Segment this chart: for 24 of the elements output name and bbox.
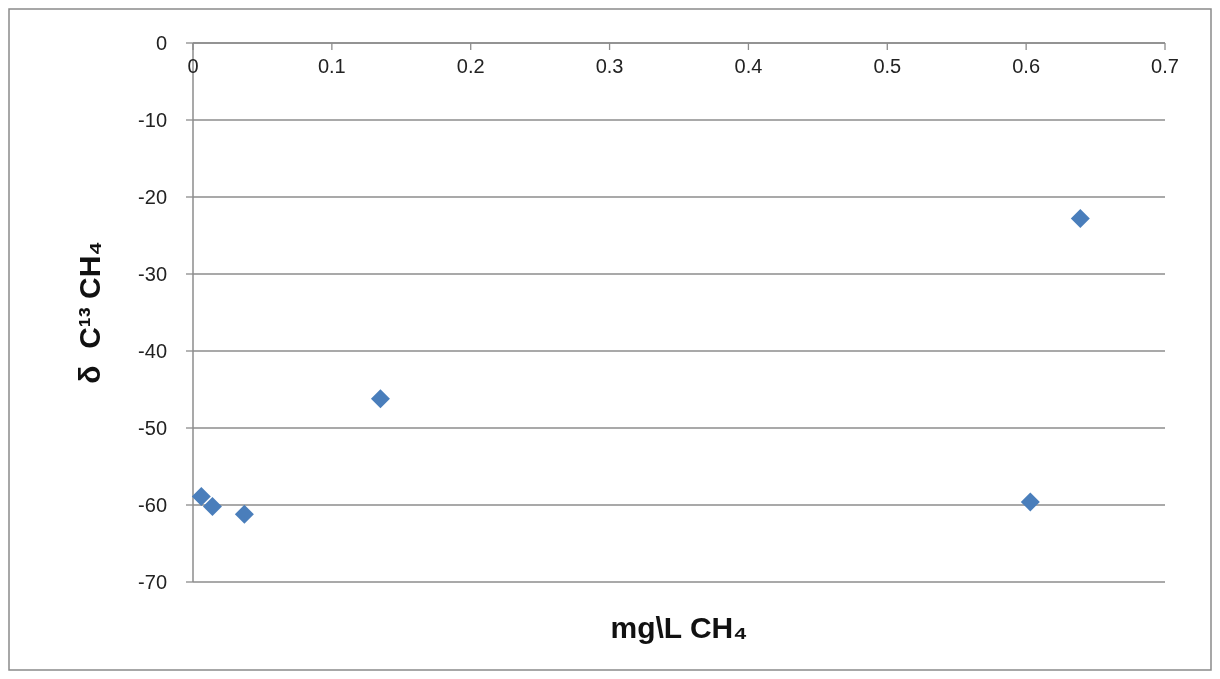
x-tick-label: 0.7 xyxy=(1151,55,1179,77)
x-tick-label: 0.4 xyxy=(734,55,763,77)
y-tick-label: -40 xyxy=(138,340,167,362)
y-tick-label: -20 xyxy=(138,186,167,208)
y-tick-label: 0 xyxy=(155,32,167,54)
y-tick-label: -60 xyxy=(138,494,167,516)
y-tick-label: -10 xyxy=(138,109,167,131)
y-axis-title: δ C¹³ CH₄ xyxy=(73,241,106,384)
x-tick-label: 0.3 xyxy=(595,55,624,77)
point xyxy=(370,389,390,409)
x-tick-label: 0.6 xyxy=(1012,55,1041,77)
x-tick-label: 0.2 xyxy=(456,55,485,77)
point xyxy=(191,487,211,507)
point xyxy=(202,497,222,517)
x-tick-label: 0 xyxy=(187,55,199,77)
y-tick-label: -70 xyxy=(138,571,167,593)
point xyxy=(1020,492,1040,512)
point xyxy=(1070,209,1090,229)
x-axis-title: mg\L CH₄ xyxy=(610,611,748,644)
y-tick-label: -50 xyxy=(138,417,167,439)
x-tick-label: 0.1 xyxy=(317,55,346,77)
y-tick-label: -30 xyxy=(138,263,167,285)
point xyxy=(234,504,254,524)
x-tick-label: 0.5 xyxy=(873,55,902,77)
